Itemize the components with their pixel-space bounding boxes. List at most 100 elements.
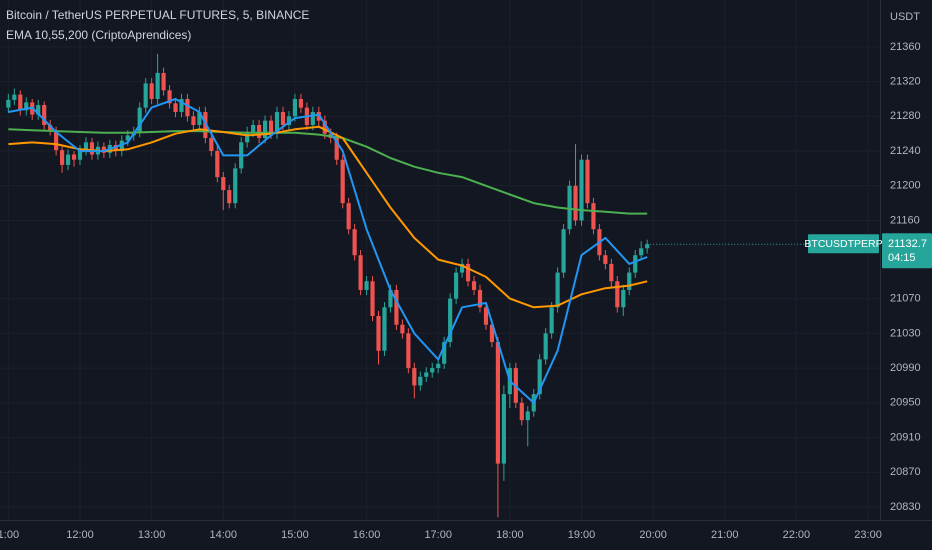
candle-body xyxy=(471,281,477,290)
candle-body xyxy=(400,324,405,334)
candle-body xyxy=(191,116,196,126)
candle-body xyxy=(18,94,23,111)
candle-body xyxy=(603,255,608,264)
candle-body xyxy=(334,138,339,160)
y-tick-label: 21360 xyxy=(890,41,921,53)
candle-body xyxy=(364,281,369,290)
candle-body xyxy=(71,154,77,160)
candle-body xyxy=(376,315,381,351)
candle-body xyxy=(477,289,483,308)
candle-body xyxy=(286,116,292,126)
candle-body xyxy=(406,333,411,369)
ema-line xyxy=(8,98,648,404)
candle-body xyxy=(179,98,184,112)
candle-body xyxy=(370,281,375,316)
candle-body xyxy=(633,255,638,273)
candle-body xyxy=(298,98,303,108)
candle-body xyxy=(465,263,471,282)
y-tick-label: 20950 xyxy=(890,397,921,409)
x-tick-label: 23:00 xyxy=(854,529,882,541)
candle-body xyxy=(137,107,142,132)
candle-body xyxy=(352,229,357,256)
candle-body xyxy=(442,342,447,364)
candle-body xyxy=(197,111,202,126)
candle-body xyxy=(460,263,465,273)
candle-body xyxy=(645,244,650,249)
candle-body xyxy=(418,376,423,386)
candle-body xyxy=(310,111,315,126)
candle-body xyxy=(561,229,566,273)
candle-body xyxy=(185,98,190,117)
candle-body xyxy=(83,142,89,151)
y-tick-label: 21030 xyxy=(890,327,921,339)
candle-body xyxy=(274,111,280,134)
candle-body xyxy=(448,298,453,343)
candle-body xyxy=(519,402,524,421)
candle-body xyxy=(489,324,495,343)
price-tag: 21132.7 xyxy=(888,238,927,250)
candle-body xyxy=(567,185,572,230)
candle-body xyxy=(340,159,345,204)
candle-body xyxy=(143,83,148,108)
y-tick-label: 21280 xyxy=(890,110,921,122)
symbol-tag: BTCUSDTPERP xyxy=(804,238,882,250)
candle-body xyxy=(101,146,106,153)
candle-body xyxy=(54,130,59,151)
candle-body xyxy=(155,72,160,99)
candle-body xyxy=(292,98,298,117)
ema-line xyxy=(8,128,648,215)
candle-body xyxy=(233,168,238,204)
candle-body xyxy=(209,138,214,152)
candle-body xyxy=(221,177,226,191)
candle-body xyxy=(65,154,71,165)
y-tick-label: 21160 xyxy=(890,214,920,226)
y-tick-label: 20910 xyxy=(890,431,921,443)
candle-body xyxy=(322,120,327,134)
x-tick-label: 19:00 xyxy=(568,529,596,541)
candle-body xyxy=(501,394,506,464)
candle-body xyxy=(173,103,178,112)
x-tick-label: 15:00 xyxy=(281,529,309,541)
candle-body xyxy=(591,203,596,230)
x-tick-label: 17:00 xyxy=(424,529,452,541)
x-tick-label: 18:00 xyxy=(496,529,524,541)
candle-body xyxy=(621,289,626,308)
symbol-tag-bg xyxy=(808,234,879,254)
candle-body xyxy=(113,144,118,152)
candle-body xyxy=(525,411,530,421)
candle-body xyxy=(495,342,500,464)
candle-body xyxy=(280,111,286,126)
candle-body xyxy=(585,159,590,204)
y-tick-label: 21070 xyxy=(890,293,921,305)
candle-body xyxy=(60,150,65,165)
candle-body xyxy=(555,272,560,308)
candle-body xyxy=(537,359,542,395)
candle-body xyxy=(615,281,620,308)
countdown: 04:15 xyxy=(888,252,916,264)
candle-body xyxy=(430,368,435,373)
candle-body xyxy=(227,190,232,204)
candle-body xyxy=(382,307,387,351)
candle-body xyxy=(424,372,429,377)
y-tick-label: 20990 xyxy=(890,362,921,374)
x-tick-label: 12:00 xyxy=(66,529,94,541)
candle-body xyxy=(245,131,250,143)
candle-body xyxy=(119,140,124,152)
candle-body xyxy=(412,368,417,386)
candle-body xyxy=(454,272,459,299)
x-tick-label: 1:00 xyxy=(0,529,19,541)
candle-body xyxy=(543,333,548,360)
candle-body xyxy=(42,105,47,126)
candle-body xyxy=(388,289,393,308)
candle-body xyxy=(24,102,29,111)
x-tick-label: 14:00 xyxy=(210,529,238,541)
candle-body xyxy=(257,125,262,139)
candle-body xyxy=(483,307,489,325)
candle-body xyxy=(48,125,53,131)
y-tick-label: 21320 xyxy=(890,76,921,88)
candle-body xyxy=(125,135,130,141)
x-tick-label: 22:00 xyxy=(783,529,811,541)
y-tick-label: 20830 xyxy=(890,501,921,513)
y-tick-label: 20870 xyxy=(890,466,921,478)
